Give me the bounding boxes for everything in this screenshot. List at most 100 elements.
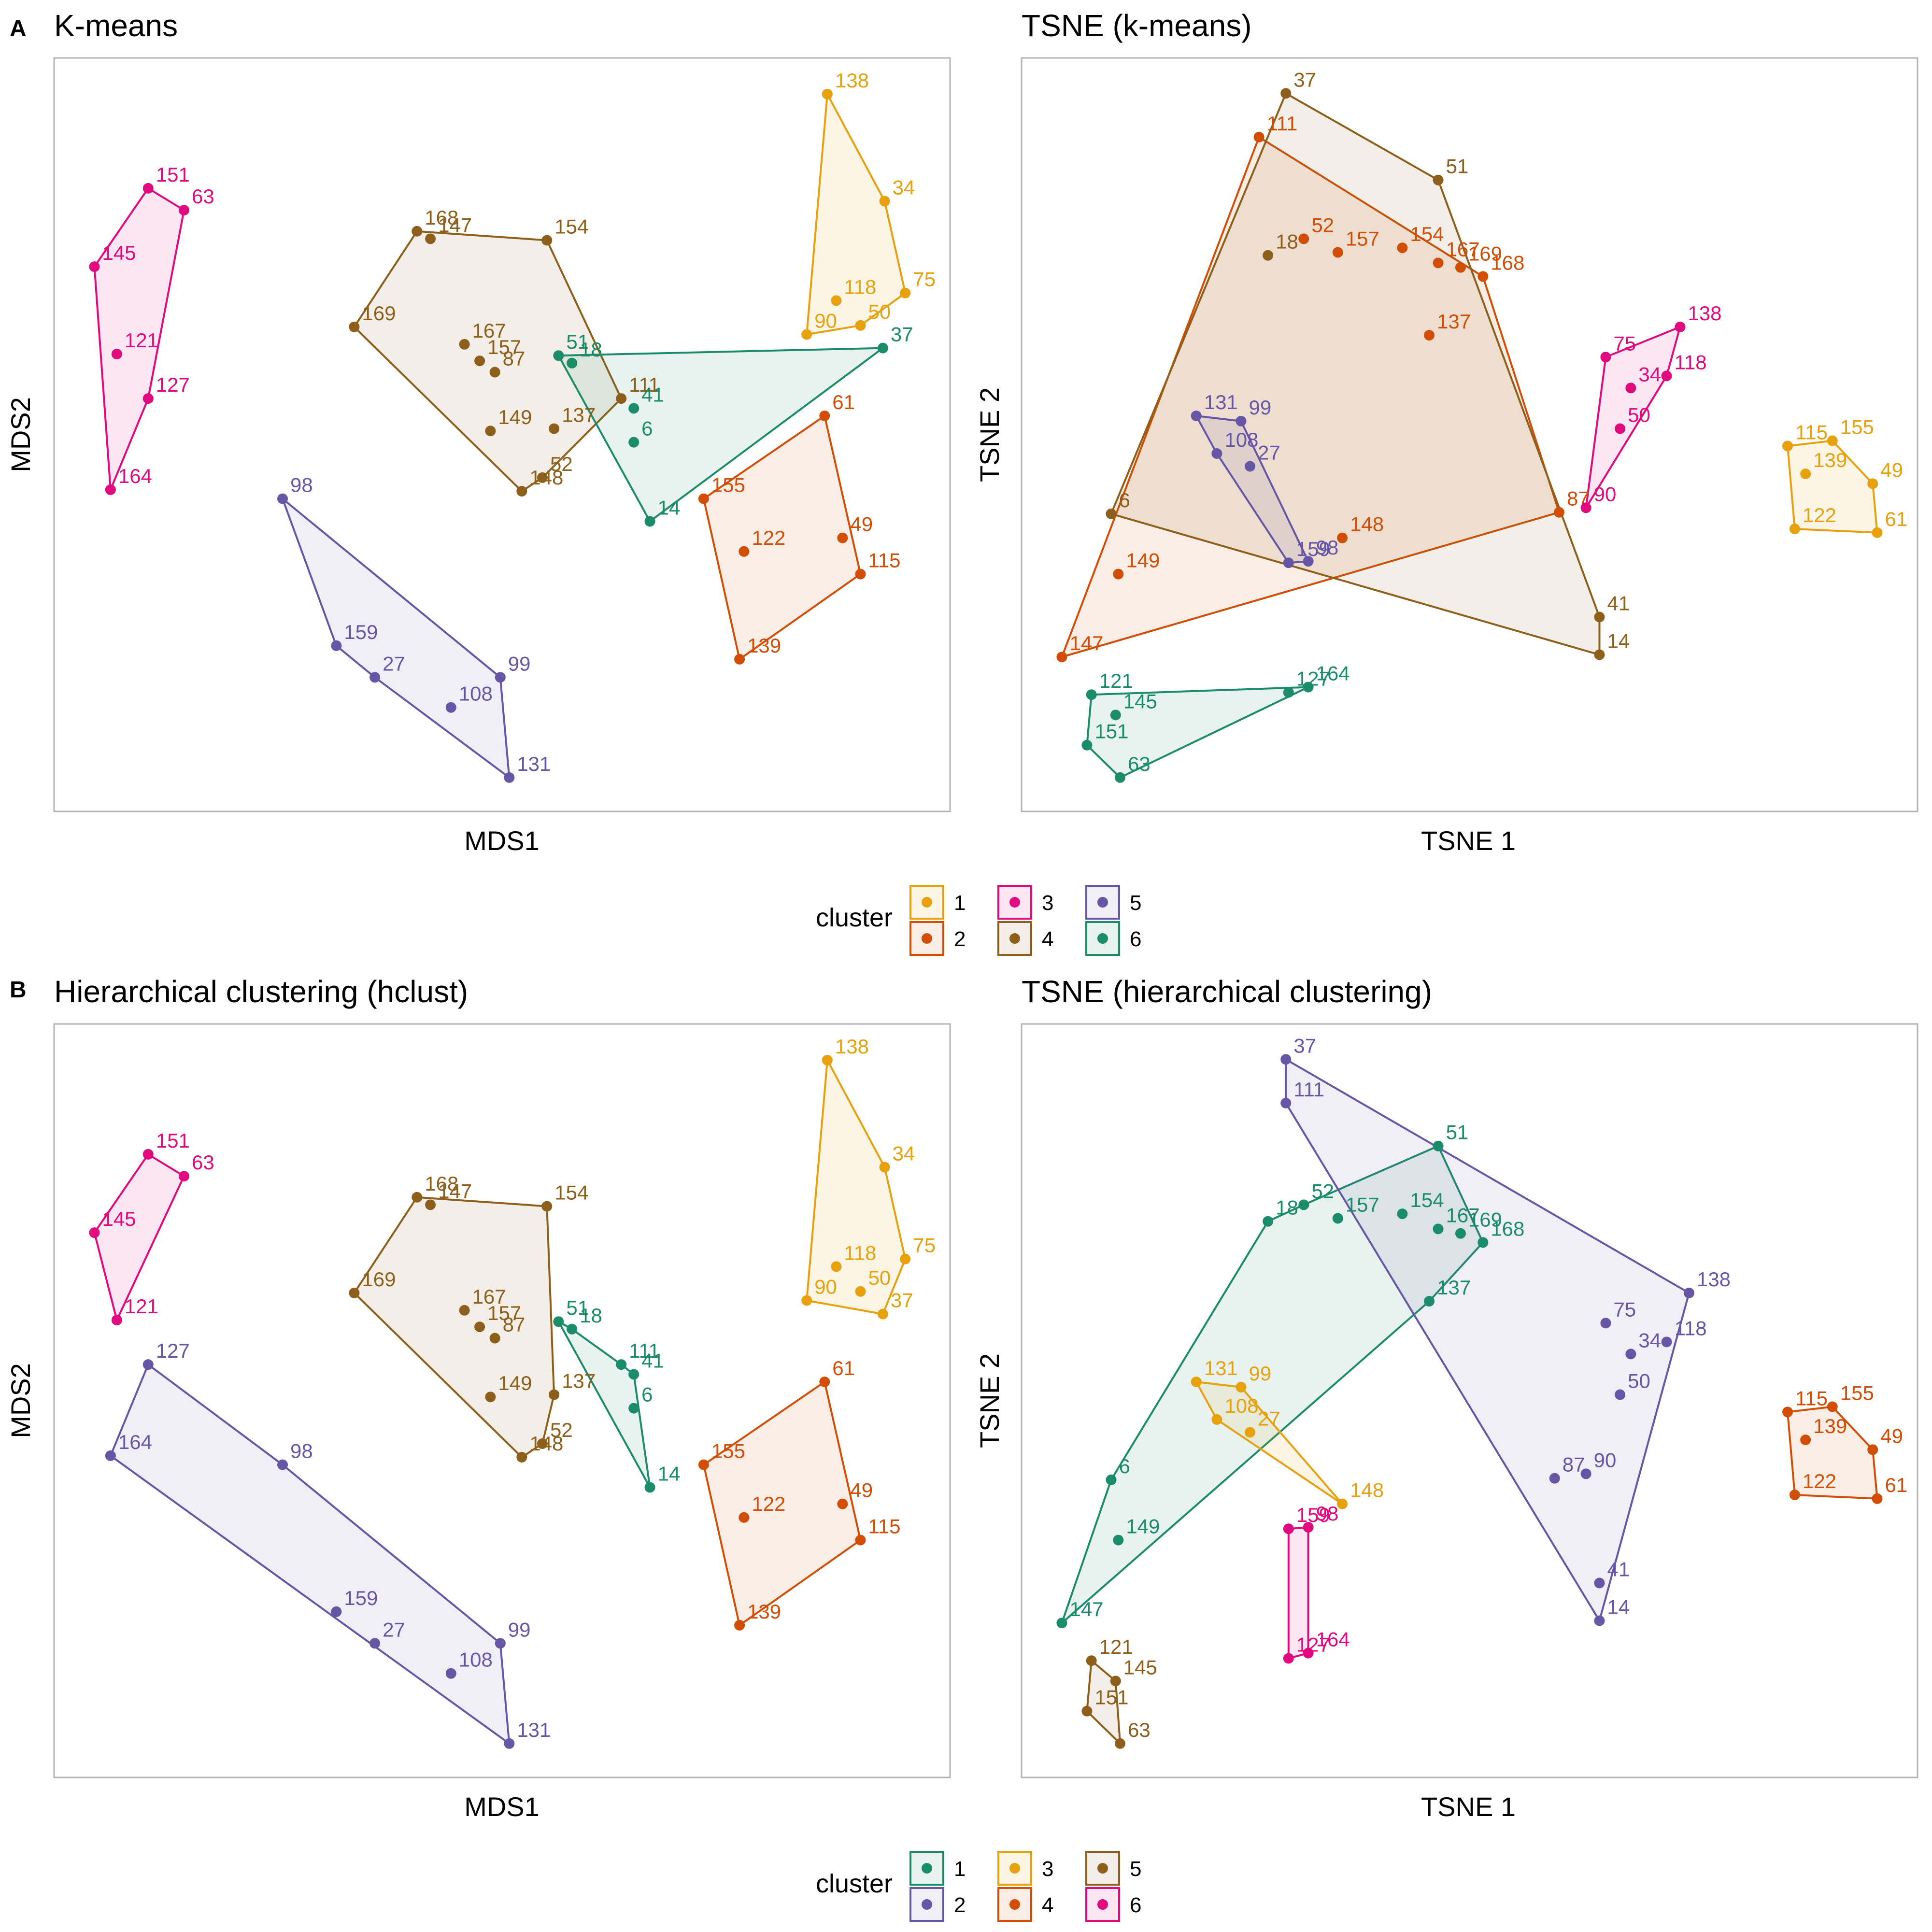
data-point	[734, 653, 745, 665]
data-point	[1397, 242, 1408, 254]
data-point	[553, 1316, 564, 1327]
scatter-panel: 1383475118509061491151221551391516314512…	[53, 57, 951, 812]
data-point	[504, 772, 515, 783]
data-point	[142, 183, 154, 194]
data-point	[1283, 687, 1294, 698]
data-point	[489, 367, 500, 378]
legend-key: 5	[1085, 1851, 1141, 1886]
data-point	[516, 486, 527, 497]
panel-title: Hierarchical clustering (hclust)	[54, 974, 468, 1009]
point-label: 138	[835, 69, 869, 92]
data-point	[1211, 448, 1222, 459]
data-point	[877, 1308, 888, 1320]
legend-dot	[922, 1863, 932, 1874]
legend-key: 3	[997, 885, 1053, 920]
cluster-hull	[93, 187, 185, 491]
point-label: 14	[1607, 1596, 1630, 1619]
cluster-hull	[109, 1364, 511, 1745]
point-label: 145	[102, 1208, 136, 1230]
legend-swatch	[909, 885, 944, 920]
data-point	[1800, 469, 1811, 480]
point-label: 157	[487, 1302, 521, 1324]
point-label: 127	[156, 373, 190, 396]
data-point	[1397, 1208, 1408, 1220]
point-label: 138	[1697, 1268, 1731, 1291]
point-label: 27	[1258, 441, 1280, 464]
data-point	[879, 1162, 890, 1173]
data-point	[1115, 1738, 1126, 1749]
data-point	[105, 1450, 116, 1461]
data-point	[1236, 415, 1247, 426]
data-point	[89, 261, 100, 272]
data-point	[1782, 1406, 1793, 1418]
point-label: 90	[814, 1276, 837, 1298]
data-point	[1280, 1054, 1292, 1065]
legend-label: 2	[954, 927, 966, 951]
panel-frame	[1021, 1023, 1918, 1778]
data-point	[1594, 1615, 1605, 1626]
legend-dot	[922, 897, 932, 908]
legend-dot	[1097, 1899, 1108, 1910]
point-label: 61	[1885, 508, 1908, 530]
data-point	[628, 1403, 639, 1414]
point-label: 87	[503, 347, 526, 370]
point-label: 34	[1638, 1329, 1661, 1351]
data-point	[516, 1452, 527, 1463]
data-point	[1554, 507, 1564, 518]
legend: 1 2 3 4 5 6	[909, 1851, 1141, 1922]
panel-title: TSNE (hierarchical clustering)	[1022, 974, 1432, 1009]
point-label: 49	[850, 1479, 873, 1502]
data-point	[1056, 1618, 1067, 1629]
legend-label: 5	[1130, 1857, 1141, 1881]
point-label: 149	[1126, 549, 1160, 572]
point-label: 14	[658, 1462, 681, 1485]
data-point	[628, 437, 639, 448]
data-point	[349, 321, 360, 332]
data-point	[1424, 1296, 1435, 1307]
data-point	[1580, 502, 1591, 513]
data-point	[474, 355, 485, 367]
point-label: 154	[1410, 223, 1444, 245]
data-point	[855, 320, 866, 331]
data-point	[178, 205, 189, 216]
legend-key: 6	[1085, 1887, 1141, 1922]
data-point	[1337, 532, 1348, 543]
point-label: 99	[508, 1618, 531, 1641]
data-point	[1236, 1381, 1247, 1392]
point-label: 52	[1311, 213, 1334, 236]
point-label: 99	[1249, 1362, 1271, 1385]
point-label: 137	[1437, 1276, 1471, 1299]
data-point	[822, 1054, 833, 1065]
data-point	[445, 1668, 456, 1679]
legend-label: 4	[1042, 927, 1053, 951]
data-point	[105, 484, 116, 495]
point-label: 50	[1628, 1370, 1650, 1392]
point-label: 159	[1296, 538, 1330, 560]
data-point	[369, 1638, 381, 1649]
data-point	[855, 1534, 866, 1546]
point-label: 111	[1293, 1078, 1324, 1101]
data-point	[1789, 1490, 1800, 1500]
point-label: 121	[1099, 1635, 1133, 1658]
data-point	[1298, 1199, 1309, 1210]
legend-label: 2	[954, 1893, 966, 1917]
point-label: 127	[1296, 668, 1330, 690]
data-point	[1827, 435, 1838, 446]
point-label: 115	[1795, 1387, 1828, 1409]
data-point	[801, 1295, 812, 1306]
data-point	[1283, 1653, 1294, 1664]
data-point	[1253, 131, 1264, 142]
point-label: 6	[1119, 489, 1130, 511]
point-label: 137	[1437, 310, 1471, 333]
data-point	[495, 1638, 506, 1649]
point-label: 155	[1840, 415, 1874, 438]
data-point	[1600, 352, 1611, 363]
data-point	[1113, 568, 1124, 580]
data-point	[489, 1333, 500, 1344]
point-label: 18	[1276, 230, 1298, 253]
data-point	[1056, 652, 1067, 663]
point-label: 147	[438, 213, 472, 236]
data-point	[178, 1171, 189, 1182]
legend-key: 4	[997, 1887, 1053, 1922]
data-point	[1455, 262, 1466, 273]
